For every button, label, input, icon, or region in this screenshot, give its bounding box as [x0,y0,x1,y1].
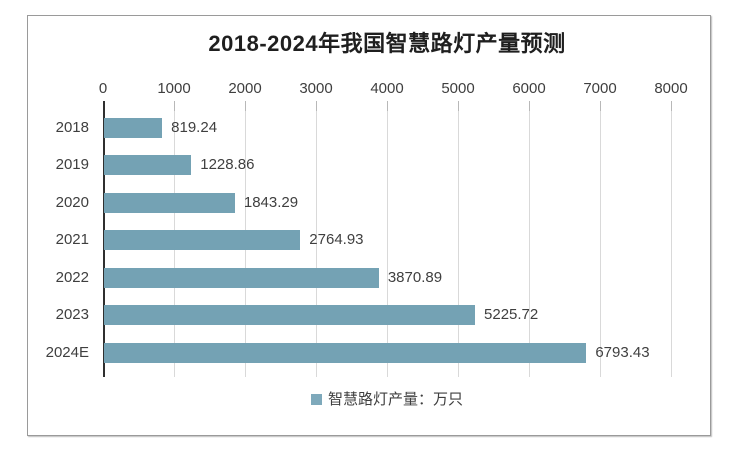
bar-row: 2018 819.24 [56,111,671,148]
gridline [671,111,672,377]
chart-frame: 2018-2024年我国智慧路灯产量预测 0 1000 2000 3000 4000 50… [27,15,711,436]
bar-value-label: 1843.29 [243,193,299,211]
x-axis-tick-label: 1000 [157,80,191,97]
bar [104,342,587,363]
bar-row: 2024E 6793.43 [46,336,671,373]
x-axis-tick [387,101,388,111]
gridline [529,111,530,377]
plot-area: 2018 819.24 2019 1228.86 2020 1843.29 2021 2764… [46,101,672,377]
bar [104,118,163,138]
y-axis-category-label: 2023 [55,306,89,324]
bar-value-label: 1228.86 [200,156,255,174]
x-axis-labels: 0 1000 2000 3000 4000 5000 6000 7000 8000 [99,80,688,97]
x-axis-tick [458,101,459,111]
x-axis-tick-label: 0 [98,80,108,97]
x-axis-tick-label: 2000 [228,80,262,97]
y-axis-category-label: 2022 [55,268,89,286]
gridline [458,111,459,377]
chart-title: 2018-2024年我国智慧路灯产量预测 [208,31,566,56]
legend-label: 智慧路灯产量：万只 [327,391,463,408]
bar [104,305,476,326]
x-axis-tick-label: 4000 [370,80,404,97]
bar-row: 2019 1228.86 [56,148,671,185]
x-axis-tick-label: 3000 [299,80,333,97]
bar-value-label: 3870.89 [387,268,443,286]
legend: 智慧路灯产量：万只 [103,390,671,410]
bar [104,192,235,213]
bar [104,230,301,251]
bar [104,267,379,288]
bar-row: 2020 1843.29 [56,186,671,223]
x-axis-tick-label: 8000 [654,80,688,97]
x-axis-tick [245,101,246,111]
bar-row: 2022 3870.89 [56,261,671,298]
x-axis-tick-label: 7000 [583,80,617,97]
x-axis-tick [174,101,175,111]
x-axis-tick [671,101,672,111]
x-axis-tick [316,101,317,111]
legend-marker-icon [310,394,322,405]
x-axis-tick [529,101,530,111]
y-axis-category-label: 2024E [45,343,89,361]
y-axis-category-label: 2021 [55,231,89,249]
gridline [600,111,601,377]
y-axis-category-label: 2018 [55,119,89,136]
x-axis-tick-label: 5000 [441,80,475,97]
bar-value-label: 819.24 [171,119,218,136]
bar-row: 2023 5225.72 [56,298,671,335]
bar-value-label: 2764.93 [309,231,364,249]
bar-value-label: 6793.43 [595,343,650,361]
bar [104,155,192,176]
y-axis-category-label: 2020 [55,193,89,211]
bar-value-label: 5225.72 [484,306,539,324]
gridline [387,111,388,377]
gridline [316,111,317,377]
x-axis-tick-label: 6000 [512,80,546,97]
x-axis-tick [600,101,601,111]
y-axis-category-label: 2019 [55,156,89,174]
bar-row: 2021 2764.93 [56,223,671,260]
